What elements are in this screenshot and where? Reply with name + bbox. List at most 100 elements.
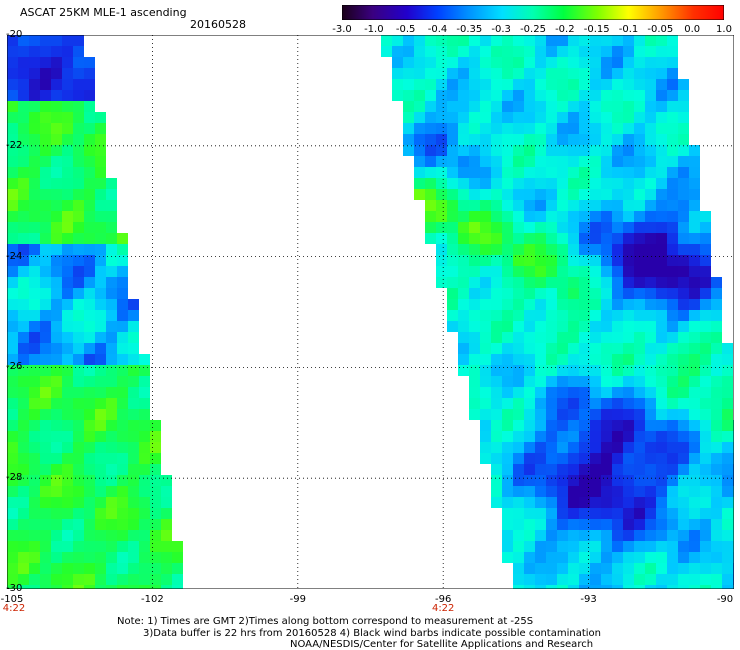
swath-pixel xyxy=(623,288,634,299)
swath-pixel xyxy=(18,299,29,310)
swath-pixel xyxy=(51,453,62,464)
swath-pixel xyxy=(524,46,535,57)
swath-pixel xyxy=(623,431,634,442)
swath-pixel xyxy=(40,35,51,46)
swath-pixel xyxy=(458,365,469,376)
latitude-label: -20 xyxy=(6,29,23,40)
swath-pixel xyxy=(623,156,634,167)
swath-pixel xyxy=(84,145,95,156)
swath-pixel xyxy=(667,310,678,321)
colorbar-tick-label: -0.15 xyxy=(583,24,610,35)
swath-pixel xyxy=(535,486,546,497)
swath-pixel xyxy=(678,365,689,376)
swath-pixel xyxy=(128,475,139,486)
swath-pixel xyxy=(403,101,414,112)
swath-pixel xyxy=(513,134,524,145)
swath-pixel xyxy=(667,321,678,332)
swath-pixel xyxy=(502,288,513,299)
swath-pixel xyxy=(601,541,612,552)
swath-pixel xyxy=(579,508,590,519)
swath-pixel xyxy=(557,486,568,497)
swath-pixel xyxy=(425,35,436,46)
swath-pixel xyxy=(117,277,128,288)
swath-pixel xyxy=(524,332,535,343)
swath-pixel xyxy=(40,79,51,90)
swath-pixel xyxy=(106,442,117,453)
swath-pixel xyxy=(480,310,491,321)
swath-pixel xyxy=(612,211,623,222)
swath-pixel xyxy=(117,354,128,365)
swath-pixel xyxy=(656,288,667,299)
swath-pixel xyxy=(469,398,480,409)
swath-pixel xyxy=(436,123,447,134)
swath-pixel xyxy=(557,167,568,178)
latitude-label: -26 xyxy=(6,361,23,373)
swath-pixel xyxy=(84,90,95,101)
swath-pixel xyxy=(524,79,535,90)
swath-pixel xyxy=(18,90,29,101)
swath-pixel xyxy=(18,244,29,255)
swath-pixel xyxy=(579,332,590,343)
swath-pixel xyxy=(491,123,502,134)
swath-pixel xyxy=(40,321,51,332)
swath-pixel xyxy=(634,486,645,497)
swath-pixel xyxy=(161,530,172,541)
swath-pixel xyxy=(700,343,711,354)
swath-pixel xyxy=(645,376,656,387)
swath-pixel xyxy=(612,79,623,90)
swath-pixel xyxy=(623,266,634,277)
swath-pixel xyxy=(106,321,117,332)
swath-pixel xyxy=(711,387,722,398)
swath-pixel xyxy=(667,233,678,244)
swath-pixel xyxy=(667,453,678,464)
swath-pixel xyxy=(491,464,502,475)
swath-pixel xyxy=(535,134,546,145)
swath-pixel xyxy=(612,255,623,266)
swath-pixel xyxy=(414,189,425,200)
swath-pixel xyxy=(502,332,513,343)
swath-pixel xyxy=(678,266,689,277)
swath-pixel xyxy=(40,112,51,123)
swath-pixel xyxy=(535,409,546,420)
swath-pixel xyxy=(436,145,447,156)
swath-pixel xyxy=(645,519,656,530)
swath-pixel xyxy=(84,365,95,376)
swath-pixel xyxy=(458,310,469,321)
swath-pixel xyxy=(414,101,425,112)
swath-pixel xyxy=(458,189,469,200)
swath-pixel xyxy=(590,486,601,497)
swath-pixel xyxy=(73,266,84,277)
swath-pixel xyxy=(524,552,535,563)
swath-pixel xyxy=(524,519,535,530)
swath-pixel xyxy=(414,35,425,46)
swath-pixel xyxy=(612,299,623,310)
swath-pixel xyxy=(139,585,150,589)
swath-pixel xyxy=(425,145,436,156)
swath-pixel xyxy=(689,398,700,409)
swath-pixel xyxy=(689,376,700,387)
swath-pixel xyxy=(623,486,634,497)
swath-pixel xyxy=(612,343,623,354)
swath-pixel xyxy=(546,453,557,464)
swath-pixel xyxy=(524,299,535,310)
swath-pixel xyxy=(645,398,656,409)
swath-pixel xyxy=(458,354,469,365)
swath-pixel xyxy=(667,552,678,563)
swath-pixel xyxy=(18,310,29,321)
swath-pixel xyxy=(667,57,678,68)
swath-pixel xyxy=(634,222,645,233)
swath-pixel xyxy=(62,585,73,589)
swath-pixel xyxy=(414,123,425,134)
swath-pixel xyxy=(18,134,29,145)
swath-pixel xyxy=(568,398,579,409)
swath-pixel xyxy=(524,431,535,442)
swath-pixel xyxy=(579,46,590,57)
swath-pixel xyxy=(722,398,733,409)
swath-pixel xyxy=(700,519,711,530)
swath-pixel xyxy=(678,442,689,453)
color-scale-bar xyxy=(342,5,724,20)
swath-pixel xyxy=(579,90,590,101)
swath-pixel xyxy=(535,343,546,354)
swath-pixel xyxy=(667,332,678,343)
swath-pixel xyxy=(634,145,645,156)
